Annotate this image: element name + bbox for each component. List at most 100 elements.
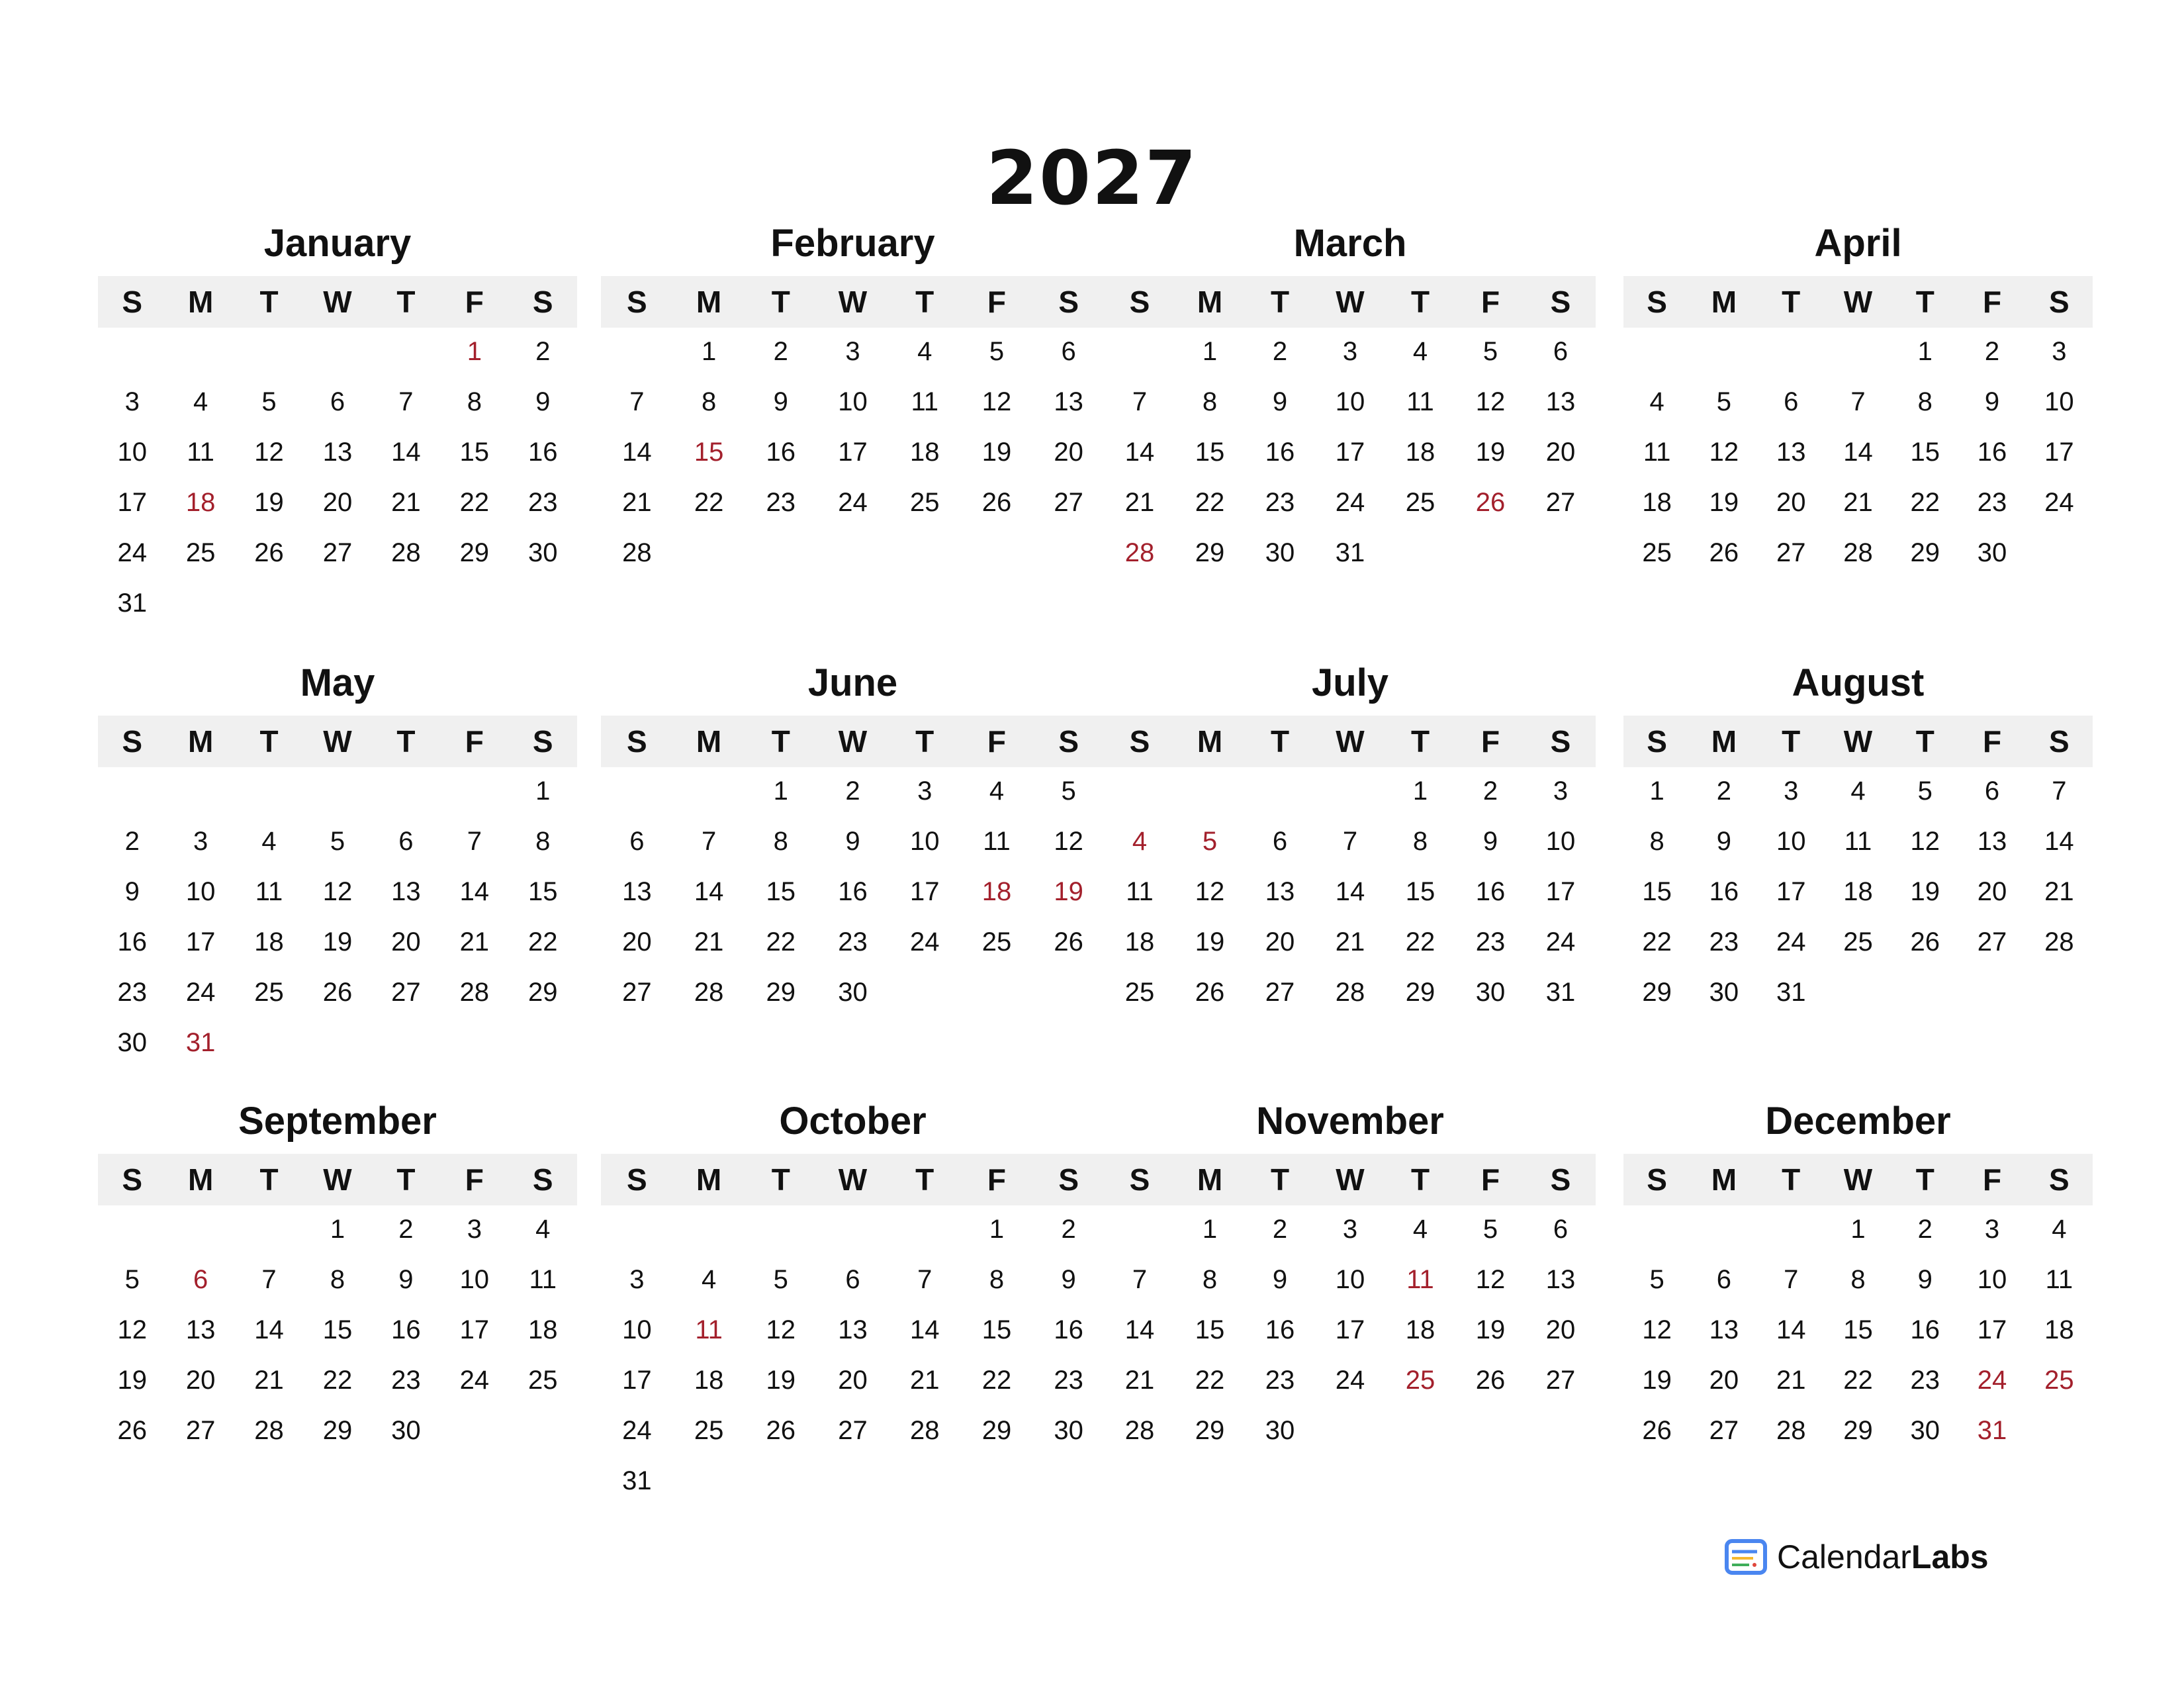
day-cell: 15 [766, 877, 796, 906]
day-cell: 13 [391, 877, 421, 906]
weekday-label: F [1982, 285, 2002, 319]
weekday-label: S [1550, 724, 1571, 759]
week-row: 13 14 15 16 17 18 19 [601, 872, 1105, 912]
holiday-day-cell: 28 [1124, 538, 1155, 567]
day-cell: 10 [1335, 387, 1365, 416]
day-cell: 16 [1977, 438, 2007, 467]
day-cell: 4 [989, 776, 1005, 806]
empty-day-cell [372, 583, 440, 623]
day-cell: 14 [694, 877, 724, 906]
empty-day-cell [166, 1209, 234, 1249]
day-cell: 21 [391, 488, 421, 517]
weekday-label: T [1410, 285, 1430, 319]
day-cell: 17 [909, 877, 940, 906]
day-cell: 15 [981, 1315, 1012, 1344]
empty-day-cell [372, 332, 440, 371]
day-cell: 5 [773, 1265, 788, 1294]
empty-day-cell [1385, 1411, 1455, 1450]
weekday-label: T [1410, 724, 1430, 759]
day-cell: 2 [1716, 776, 1732, 806]
day-cell: 23 [117, 978, 147, 1007]
empty-day-cell [1315, 771, 1385, 811]
day-cell: 23 [1910, 1366, 1940, 1395]
weekday-label: T [1915, 724, 1934, 759]
day-cell: 3 [629, 1265, 645, 1294]
day-cell: 18 [909, 438, 940, 467]
day-cell: 12 [1054, 827, 1083, 856]
day-cell: 15 [1195, 1315, 1225, 1344]
day-cell: 20 [391, 927, 421, 957]
holiday-day-cell: 19 [1054, 877, 1083, 906]
calendar-logo-icon [1725, 1539, 1767, 1575]
day-cell: 28 [1776, 1416, 1806, 1445]
day-cell: 16 [1054, 1315, 1083, 1344]
day-cell: 28 [909, 1416, 940, 1445]
day-cell: 4 [1850, 776, 1866, 806]
day-cell: 27 [1545, 488, 1576, 517]
day-cell: 4 [2052, 1215, 2067, 1244]
day-cell: 9 [1272, 1265, 1288, 1294]
holiday-day-cell: 15 [694, 438, 724, 467]
weekday-label: S [122, 1162, 143, 1197]
day-cell: 10 [1545, 827, 1576, 856]
day-cell: 12 [1195, 877, 1225, 906]
weekday-label: W [323, 285, 352, 319]
day-cell: 21 [1776, 1366, 1806, 1395]
day-cell: 8 [1649, 827, 1664, 856]
day-cell: 20 [838, 1366, 868, 1395]
weekday-label: M [187, 285, 214, 319]
week-row: 28 [601, 533, 1105, 573]
weekday-label: T [1915, 285, 1934, 319]
day-cell: 21 [2044, 877, 2074, 906]
week-row: 1 2 3 4 [1623, 1209, 2093, 1249]
day-cell: 18 [254, 927, 284, 957]
day-cell: 4 [1412, 337, 1428, 366]
day-cell: 12 [1475, 1265, 1506, 1294]
day-cell: 19 [1195, 927, 1225, 957]
day-cell: 23 [1265, 1366, 1295, 1395]
empty-day-cell [2026, 1411, 2093, 1450]
day-cell: 19 [1910, 877, 1940, 906]
empty-day-cell [440, 583, 508, 623]
week-row: 26 27 28 29 30 31 [1623, 1411, 2093, 1450]
day-cell: 16 [527, 438, 558, 467]
day-cell: 17 [2044, 438, 2074, 467]
day-cell: 31 [1776, 978, 1806, 1007]
weekday-label: F [1480, 724, 1500, 759]
empty-day-cell [2026, 972, 2093, 1012]
day-cell: 21 [254, 1366, 284, 1395]
day-cell: 23 [1475, 927, 1506, 957]
day-cell: 9 [1061, 1265, 1076, 1294]
week-row: 17 18 19 20 21 22 23 [601, 1360, 1105, 1400]
day-cell: 8 [701, 387, 717, 416]
day-cell: 9 [1917, 1265, 1933, 1294]
week-row: 1 2 3 4 5 6 [601, 332, 1105, 371]
weekday-label: S [1647, 1162, 1667, 1197]
day-cell: 13 [838, 1315, 868, 1344]
day-cell: 28 [2044, 927, 2074, 957]
empty-day-cell [1245, 771, 1315, 811]
day-cell: 19 [766, 1366, 796, 1395]
weekday-label: S [1647, 285, 1667, 319]
day-cell: 26 [766, 1416, 796, 1445]
weekday-label: W [838, 285, 868, 319]
weekday-label: T [259, 1162, 279, 1197]
day-cell: 23 [391, 1366, 421, 1395]
day-cell: 28 [1124, 1416, 1155, 1445]
day-cell: 8 [989, 1265, 1005, 1294]
weekday-label: W [838, 724, 868, 759]
day-cell: 22 [766, 927, 796, 957]
week-row: 25 26 27 28 29 30 31 [1105, 972, 1596, 1012]
week-row: 12 13 14 15 16 17 18 [1623, 1310, 2093, 1350]
day-cell: 11 [2045, 1265, 2073, 1294]
day-cell: 28 [391, 538, 421, 567]
day-cell: 1 [1202, 1215, 1218, 1244]
empty-day-cell [889, 533, 961, 573]
week-row: 1 2 3 4 5 6 7 [1623, 771, 2093, 811]
day-cell: 24 [1335, 1366, 1365, 1395]
empty-day-cell [166, 771, 234, 811]
day-cell: 15 [1405, 877, 1435, 906]
day-cell: 11 [1406, 387, 1434, 416]
